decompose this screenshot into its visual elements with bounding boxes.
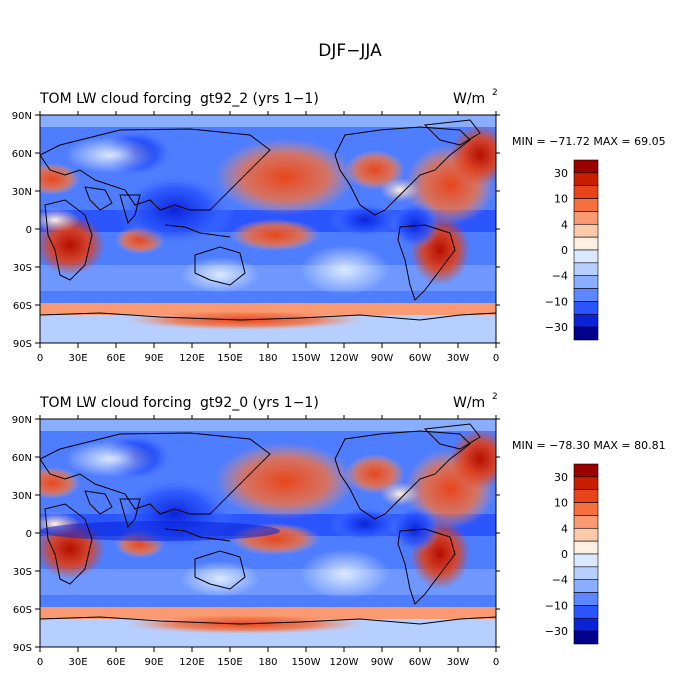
map-panel-1: TOM LW cloud forcing gt92_2 (yrs 1−1) W/m 2… [12,88,666,364]
y-tick-label: 60S [13,605,32,616]
x-tick-label: 0 [493,353,499,364]
y-tick-label: 30N [12,187,32,198]
colorbar-swatch [573,592,599,606]
colorbar-swatch [573,172,599,187]
colorbar-label: −10 [545,599,568,612]
y-tick-label: 90N [12,111,32,122]
x-tick-label: 30W [447,353,470,364]
colorbar-label: 30 [554,471,568,484]
colorbar-label: −30 [545,321,568,334]
colorbar-label: −10 [545,295,568,308]
x-tick-label: 150E [217,657,242,668]
x-tick-label: 150W [292,657,321,668]
y-tick-label: 0 [26,529,32,540]
x-tick-label: 150W [292,353,321,364]
colorbar-swatch [573,566,599,581]
y-tick-label: 90N [12,415,32,426]
panel-case: gt92_0 (yrs 1−1) [200,395,319,411]
colorbar-swatch [573,301,599,315]
y-tick-label: 30S [13,263,32,274]
panel-units-sup: 2 [492,88,498,98]
x-tick-label: 90W [371,657,394,668]
figure-title: DJF−JJA [318,41,382,61]
y-tick-label: 60S [13,301,32,312]
map-field [40,419,496,647]
y-tick-label: 30N [12,491,32,502]
contour-field-overlay [40,521,280,541]
x-tick-label: 180 [258,353,277,364]
y-tick-label: 60N [12,453,32,464]
colorbar-swatch [573,579,599,593]
colorbar-swatch [573,249,599,264]
colorbar-swatch [573,159,599,174]
colorbar-swatch [573,313,599,328]
colorbar-label: −4 [552,270,568,283]
map-panel-2: TOM LW cloud forcing gt92_0 (yrs 1−1) W/m 2… [12,392,666,668]
x-tick-label: 30W [447,657,470,668]
colorbar-swatch [573,262,599,277]
colorbar-label: 30 [554,167,568,180]
colorbar-swatch [573,185,599,199]
colorbar-swatch [573,275,599,289]
panel-units: W/m [453,91,485,107]
colorbar-swatch [573,223,599,238]
y-tick-label: 30S [13,567,32,578]
colorbar-swatch [573,617,599,632]
colorbar-label: −4 [552,574,568,587]
colorbar-label: 4 [561,218,568,231]
panel-title: TOM LW cloud forcing [39,91,192,107]
colorbar-label: 4 [561,522,568,535]
colorbar-swatch [573,211,599,225]
colorbar-swatch [573,502,599,516]
colorbar-swatch [573,605,599,619]
panel-stats: MIN = −78.30 MAX = 80.81 [512,439,666,452]
x-tick-label: 120W [330,353,359,364]
x-tick-label: 120E [179,353,204,364]
colorbar-swatch [573,476,599,491]
colorbar-swatch [573,236,599,251]
x-tick-label: 90W [371,353,394,364]
colorbar-swatch [573,527,599,542]
x-tick-label: 120W [330,657,359,668]
panel-units: W/m [453,395,485,411]
colorbar-swatch [573,630,599,645]
colorbar-swatch [573,326,599,341]
x-tick-label: 0 [37,353,43,364]
panel-units-sup: 2 [492,392,498,402]
x-tick-label: 150E [217,353,242,364]
colorbar-swatch [573,489,599,503]
x-tick-label: 120E [179,657,204,668]
x-tick-label: 60E [106,657,125,668]
x-tick-label: 60E [106,353,125,364]
x-tick-label: 90E [144,657,163,668]
x-tick-label: 0 [37,657,43,668]
panel-case: gt92_2 (yrs 1−1) [200,91,319,107]
colorbar-label: −30 [545,625,568,638]
colorbar-label: 10 [554,497,568,510]
panel-title: TOM LW cloud forcing [39,395,192,411]
y-tick-label: 90S [13,339,32,350]
colorbar-label: 10 [554,193,568,206]
x-tick-label: 90E [144,353,163,364]
x-tick-label: 60W [409,353,432,364]
y-tick-label: 60N [12,149,32,160]
colorbar-swatch [573,553,599,568]
x-tick-label: 30E [68,353,87,364]
colorbar-swatch [573,515,599,529]
y-tick-label: 0 [26,225,32,236]
colorbar-swatch [573,288,599,302]
x-tick-label: 180 [258,657,277,668]
x-tick-label: 30E [68,657,87,668]
x-tick-label: 0 [493,657,499,668]
map-field [40,115,496,343]
x-tick-label: 60W [409,657,432,668]
colorbar-swatch [573,463,599,478]
colorbar-label: 0 [561,244,568,257]
colorbar-swatch [573,540,599,555]
colorbar-swatch [573,198,599,212]
panel-stats: MIN = −71.72 MAX = 69.05 [512,135,666,148]
colorbar-label: 0 [561,548,568,561]
y-tick-label: 90S [13,643,32,654]
